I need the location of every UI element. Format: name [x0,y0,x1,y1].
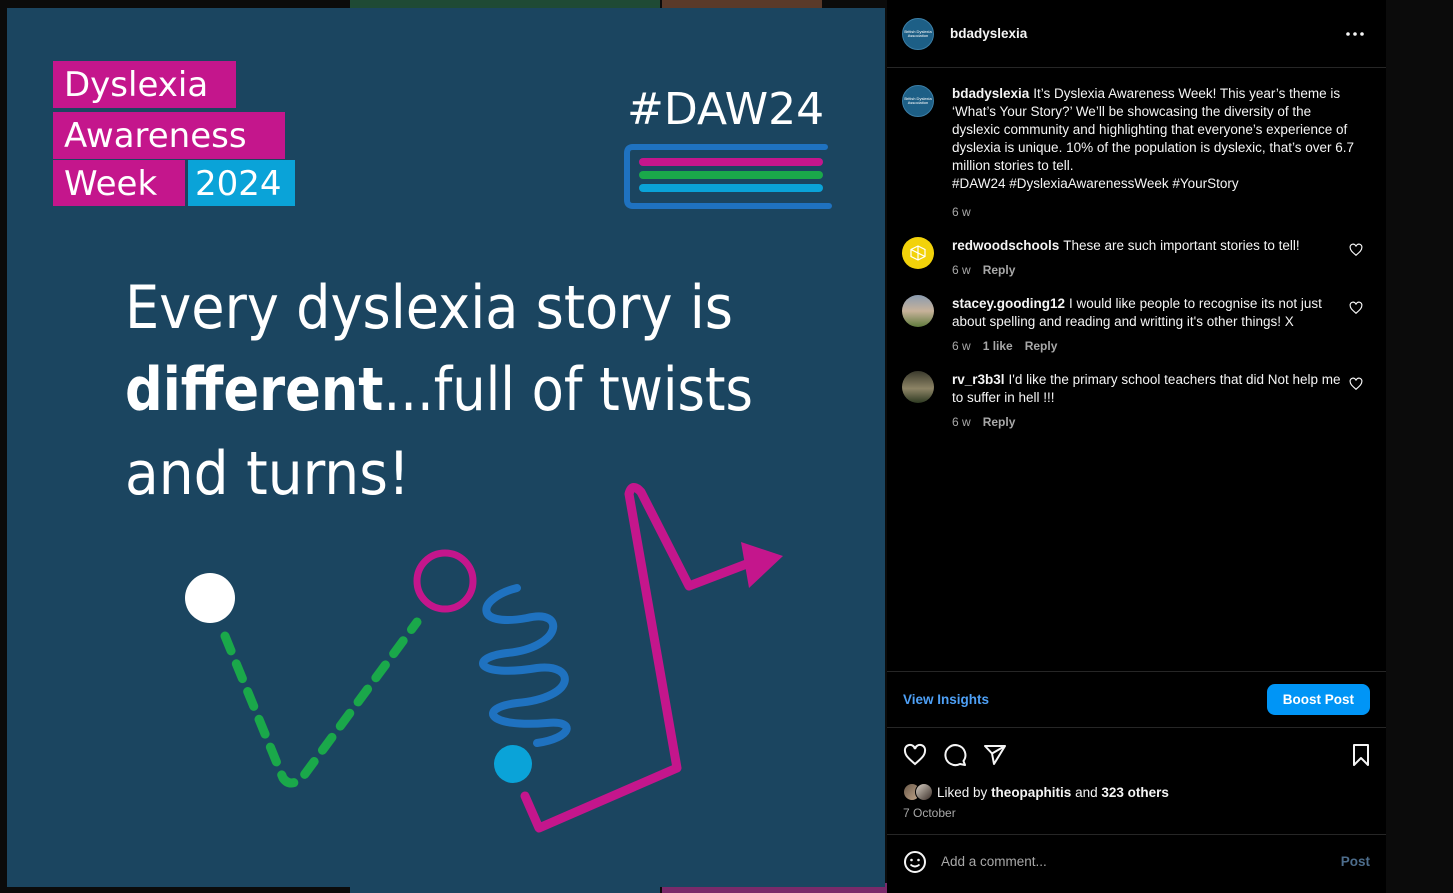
comment-text: These are such important stories to tell… [1063,238,1300,253]
caption-text: It’s Dyslexia Awareness Week! This year’… [952,86,1354,173]
comment-text: I'd like the primary school teachers tha… [952,372,1341,405]
post-detail-panel: British Dyslexia Association bdadyslexia… [887,0,1386,893]
post-header: British Dyslexia Association bdadyslexia [887,0,1386,68]
background-thumbnail [350,0,660,8]
background-thumbnail [662,0,822,8]
liker-avatar [915,783,933,801]
blue-spring [479,584,571,747]
title-block-2 [53,112,285,159]
account-avatar[interactable]: British Dyslexia Association [902,17,934,50]
comment-item: redwoodschools These are such important s… [902,237,1371,279]
share-icon[interactable] [983,743,1007,767]
add-comment-bar: Add a comment... Post [887,834,1386,888]
caption-username[interactable]: bdadyslexia [952,86,1030,101]
bookmark-icon[interactable] [1349,743,1373,767]
comment-time: 6 w [952,339,971,353]
arrow-head [741,542,783,588]
caption-time: 6 w [952,205,971,219]
more-options-button[interactable] [1339,18,1371,50]
white-dot [185,573,235,623]
magenta-zigzag-arrow [520,483,762,833]
emoji-icon[interactable] [903,850,927,874]
likes-prefix: Liked by [937,784,988,800]
likes-summary[interactable]: Liked by theopaphitis and 323 others [903,783,1169,801]
headline-line1: Every dyslexia story is [125,273,733,343]
cyan-dot [494,745,532,783]
heart-icon[interactable] [903,743,927,767]
magenta-ring [413,549,477,613]
caption-avatar[interactable]: British Dyslexia Association [902,85,934,117]
title-dyslexia: Dyslexia [64,65,208,105]
headline-line2: different...full of twists [125,355,753,425]
reply-button[interactable]: Reply [1024,339,1058,353]
commenter-avatar[interactable] [902,295,934,327]
post-image[interactable]: Dyslexia Awareness Week 2024 #DAW24 Ever… [7,8,885,887]
comment-username[interactable]: redwoodschools [952,238,1060,253]
title-week: Week [64,164,157,204]
background-thumbnail [662,883,1022,893]
avatar-logo-text: British Dyslexia Association [904,96,932,105]
post-actions [903,740,1373,770]
right-backdrop [1386,0,1453,893]
post-comment-button[interactable]: Post [1340,854,1370,869]
comment-username[interactable]: stacey.gooding12 [952,296,1066,311]
avatar-logo-text: British Dyslexia Association [904,28,932,38]
heart-icon[interactable] [1349,243,1363,257]
title-block-3 [53,160,185,206]
comments-section[interactable]: British Dyslexia Association bdadyslexia… [887,69,1386,671]
title-year: 2024 [195,164,282,204]
background-thumbnail [350,883,660,893]
comment-icon[interactable] [943,743,967,767]
insights-bar: View Insights Boost Post [887,671,1386,728]
comment-item: rv_r3b3l I'd like the primary school teac… [902,371,1371,431]
likes-others[interactable]: 323 others [1101,784,1169,800]
title-block-1 [53,61,236,108]
green-dashed-path [220,617,422,788]
likes-joiner: and [1075,784,1098,800]
headline-line3: and turns! [125,439,410,509]
more-icon [1346,31,1364,36]
book-outline [624,144,832,209]
likes-user[interactable]: theopaphitis [991,784,1072,800]
caption: British Dyslexia Association bdadyslexia… [902,85,1371,221]
header-username[interactable]: bdadyslexia [950,26,1028,41]
comment-item: stacey.gooding12 I would like people to r… [902,295,1371,355]
boost-post-button[interactable]: Boost Post [1266,684,1370,715]
cube-logo-icon [910,245,926,261]
commenter-avatar[interactable] [902,371,934,403]
comment-time: 6 w [952,263,971,277]
hashtag-daw24: #DAW24 [627,84,824,135]
reply-button[interactable]: Reply [982,263,1016,277]
comment-username[interactable]: rv_r3b3l [952,372,1005,387]
view-insights-link[interactable]: View Insights [903,692,990,707]
comment-likes[interactable]: 1 like [982,339,1013,353]
heart-icon[interactable] [1349,301,1363,315]
reply-button[interactable]: Reply [982,415,1016,429]
commenter-avatar[interactable] [902,237,934,269]
comment-text: I would like people to recognise its not… [952,296,1322,329]
year-block [188,160,295,206]
post-date: 7 October [903,806,956,820]
caption-hashtags[interactable]: #DAW24 #DyslexiaAwarenessWeek #YourStory [952,176,1239,191]
heart-icon[interactable] [1349,377,1363,391]
comment-input[interactable]: Add a comment... [941,854,1047,869]
comment-time: 6 w [952,415,971,429]
title-awareness: Awareness [64,116,247,156]
post-graphic: Dyslexia Awareness Week 2024 #DAW24 Ever… [7,8,885,887]
headline-bold-word: different [125,355,383,425]
headline-rest: ...full of twists [383,355,753,425]
